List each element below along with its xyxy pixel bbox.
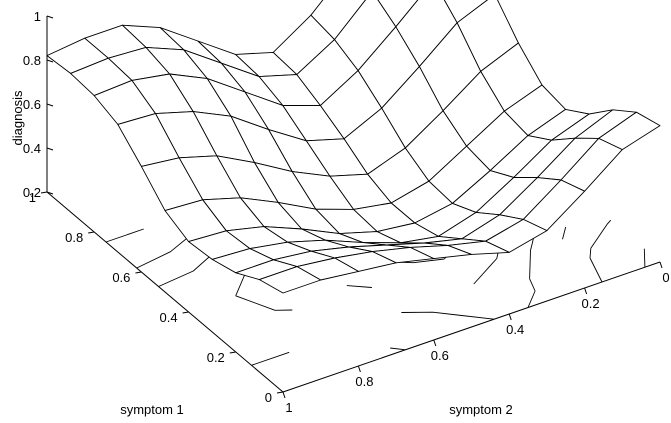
x-tick-label: 0.8 bbox=[65, 230, 83, 245]
y-tick bbox=[659, 261, 663, 269]
axis-labels: diagnosis symptom 1 symptom 2 bbox=[10, 90, 513, 417]
x-tick bbox=[276, 391, 284, 394]
y-tick bbox=[508, 313, 512, 321]
z-tick bbox=[46, 59, 54, 63]
y-tick-label: 0.6 bbox=[431, 348, 449, 363]
x-tick bbox=[182, 311, 189, 314]
surface-cell bbox=[258, 266, 322, 294]
axes: 00.20.40.60.8100.20.40.60.810.20.40.60.8… bbox=[23, 9, 670, 415]
y-tick-label: 0.8 bbox=[355, 374, 373, 389]
x-tick-label: 0.4 bbox=[160, 310, 178, 325]
y-tick bbox=[282, 391, 286, 399]
surface-mesh bbox=[46, 0, 661, 294]
z-tick-label: 0.8 bbox=[23, 53, 41, 68]
x-tick bbox=[88, 231, 95, 234]
x-tick-label: 0.2 bbox=[207, 350, 225, 365]
z-tick-label: 0.2 bbox=[23, 185, 41, 200]
z-tick-label: 0.6 bbox=[23, 97, 41, 112]
z-tick bbox=[46, 103, 54, 107]
y-tick-label: 0.2 bbox=[582, 296, 600, 311]
z-tick bbox=[46, 15, 54, 19]
y-tick bbox=[584, 287, 588, 295]
y-tick-label: 1 bbox=[285, 400, 292, 415]
x-tick bbox=[135, 271, 142, 274]
y-tick-label: 0.4 bbox=[506, 322, 524, 337]
x-tick-label: 0.6 bbox=[112, 270, 130, 285]
y-tick bbox=[357, 365, 361, 373]
x-axis-line bbox=[46, 191, 284, 393]
x-tick-label: 1 bbox=[29, 190, 36, 205]
z-tick bbox=[46, 147, 54, 151]
z-tick bbox=[46, 191, 54, 195]
z-tick-label: 0.4 bbox=[23, 141, 41, 156]
y-tick-label: 0 bbox=[662, 270, 669, 285]
y-axis-line bbox=[282, 261, 661, 393]
x-tick bbox=[229, 351, 236, 354]
y-tick bbox=[433, 339, 437, 347]
x-axis-label: symptom 1 bbox=[120, 402, 184, 417]
x-tick bbox=[40, 191, 48, 194]
y-axis-label: symptom 2 bbox=[449, 402, 513, 417]
z-axis-label: diagnosis bbox=[10, 90, 25, 145]
x-tick-label: 0 bbox=[265, 390, 272, 405]
z-tick-label: 1 bbox=[34, 9, 41, 24]
